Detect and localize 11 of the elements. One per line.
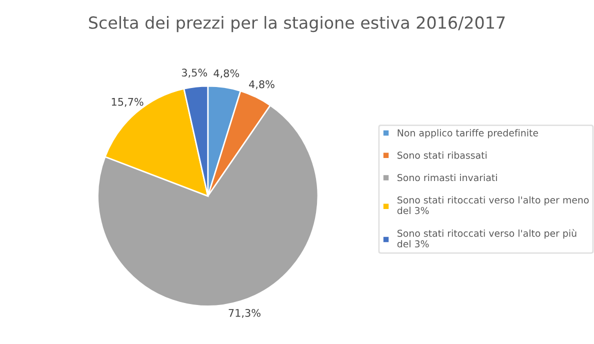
legend-label: Sono stati ribassati bbox=[398, 152, 487, 159]
data-label: 4,8% bbox=[214, 69, 240, 78]
data-label: 15,7% bbox=[112, 98, 144, 107]
data-label: 71,3% bbox=[228, 308, 260, 318]
data-label: 4,8% bbox=[249, 80, 274, 90]
legend-label: Sono stati ritoccati verso l'alto per meno del 3% bbox=[397, 196, 589, 214]
legend-label: Non applico tariffe predefinite bbox=[398, 129, 538, 138]
data-label: 3,5% bbox=[182, 68, 208, 78]
chart-title: Scelta dei prezzi per la stagione estiva 2016/2017 bbox=[89, 16, 505, 32]
legend-label: Sono stati ritoccati verso l'alto per più del 3% bbox=[397, 229, 576, 248]
legend-label: Sono rimasti invariati bbox=[398, 174, 497, 182]
